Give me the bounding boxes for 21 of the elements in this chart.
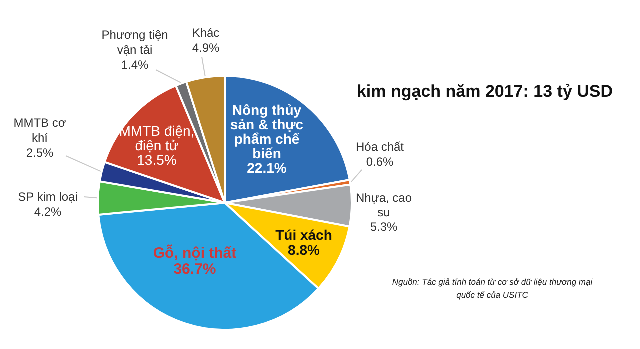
slice-label: Nông thủy sản & thực phẩm chế biến	[230, 102, 304, 162]
slice-label: Túi xách	[276, 227, 332, 243]
data-label: 13.5%	[137, 152, 177, 168]
slice-label: Gỗ, nội thất	[153, 244, 237, 262]
data-label: 2.5%	[26, 146, 54, 160]
slice-label: SP kim loại	[18, 190, 78, 204]
text: kim ngạch năm 2017: 13 tỷ USD	[356, 82, 614, 102]
data-label: 36.7%	[174, 260, 216, 278]
slice-label: Hóa chất	[356, 140, 405, 154]
slice-label: Nhựa, cao su	[356, 191, 412, 220]
slice-label: Phương tiện vận tải	[102, 28, 168, 57]
data-label: 0.6%	[366, 155, 394, 169]
text: Nguồn: Tác giả tính toán từ cơ sở dữ liệu thương mại quốc tế của USITC	[391, 276, 594, 302]
data-label: 22.1%	[247, 160, 288, 176]
data-label: 1.4%	[121, 58, 149, 72]
slice-label: Khác	[192, 26, 220, 40]
data-label: 5.3%	[370, 220, 398, 234]
data-label: 4.9%	[192, 41, 220, 55]
data-label: 4.2%	[34, 205, 62, 219]
slice-label: MMTB cơ khí	[14, 116, 66, 145]
data-label: 8.8%	[288, 242, 320, 258]
